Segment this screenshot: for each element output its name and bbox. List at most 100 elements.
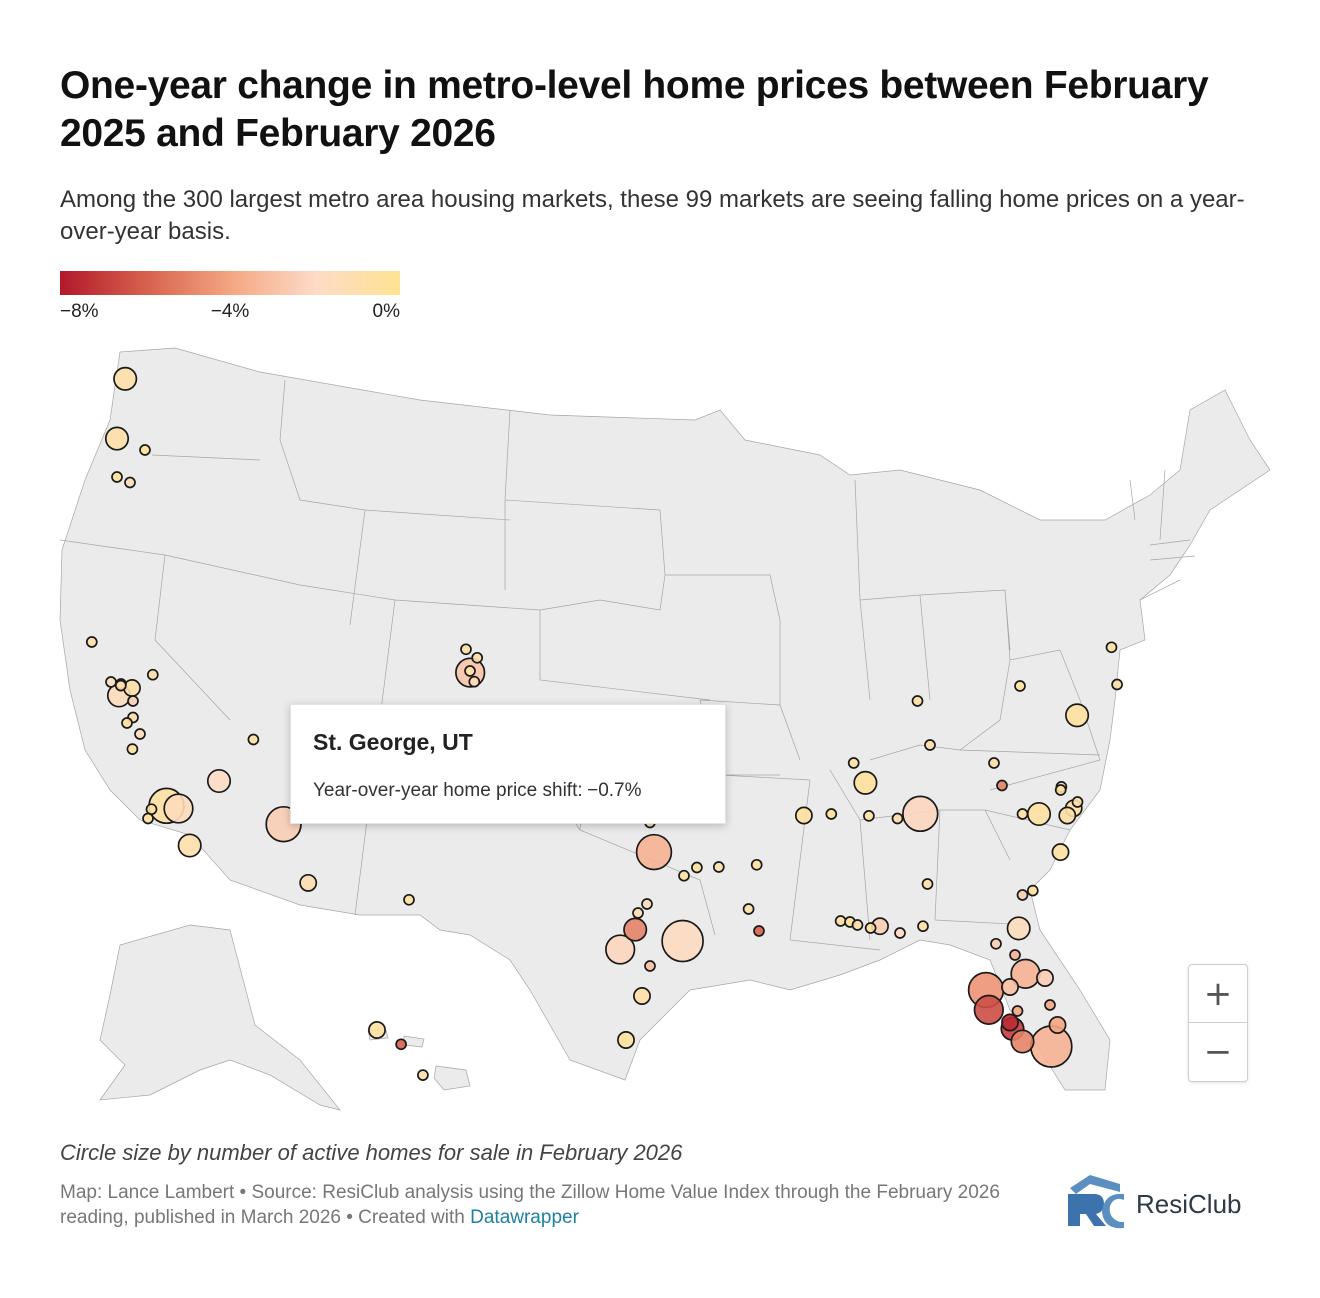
metro-bubble[interactable] xyxy=(924,739,936,751)
metro-bubble[interactable] xyxy=(114,679,127,692)
metro-bubble[interactable] xyxy=(911,695,924,707)
metro-bubble[interactable] xyxy=(641,898,653,910)
metro-bubble[interactable] xyxy=(1111,678,1123,691)
metro-bubble[interactable] xyxy=(825,808,838,820)
metro-bubble[interactable] xyxy=(617,1031,635,1049)
metro-bubble[interactable] xyxy=(1009,949,1021,961)
metro-bubble[interactable] xyxy=(794,806,813,825)
metro-bubble[interactable] xyxy=(1011,1005,1024,1017)
metro-bubble[interactable] xyxy=(742,903,755,915)
metro-bubble[interactable] xyxy=(1029,1025,1073,1068)
credits-text: Map: Lance Lambert • Source: ResiClub an… xyxy=(60,1182,1000,1228)
metro-bubble[interactable] xyxy=(139,444,151,456)
datawrapper-link[interactable]: Datawrapper xyxy=(470,1207,579,1228)
metro-bubble[interactable] xyxy=(124,476,136,489)
metro-bubble[interactable] xyxy=(1014,680,1026,692)
bubbles-layer[interactable] xyxy=(85,366,1123,1081)
metro-bubble[interactable] xyxy=(177,833,202,858)
metro-bubble[interactable] xyxy=(395,1038,407,1051)
metro-bubble[interactable] xyxy=(633,987,651,1005)
metro-bubble[interactable] xyxy=(471,651,484,664)
metro-bubble[interactable] xyxy=(1065,703,1090,728)
metro-bubble[interactable] xyxy=(605,934,636,965)
metro-bubble[interactable] xyxy=(902,795,939,833)
metro-bubble[interactable] xyxy=(464,665,476,677)
metro-bubble[interactable] xyxy=(864,922,877,934)
metro-bubble[interactable] xyxy=(847,757,860,769)
metro-bubble[interactable] xyxy=(1048,1016,1067,1034)
metro-bubble[interactable] xyxy=(417,1069,429,1081)
metro-bubble[interactable] xyxy=(1006,916,1031,941)
metro-bubble[interactable] xyxy=(206,768,232,794)
legend-tick-mid: −4% xyxy=(210,301,250,322)
metro-bubble[interactable] xyxy=(635,833,673,871)
legend-tick-max: 0% xyxy=(372,301,400,322)
metro-bubble[interactable] xyxy=(1054,784,1067,796)
metro-bubble[interactable] xyxy=(851,919,864,931)
metro-bubble[interactable] xyxy=(1026,884,1039,897)
metro-bubble[interactable] xyxy=(126,743,139,755)
metro-bubble[interactable] xyxy=(894,927,906,939)
metro-bubble[interactable] xyxy=(891,812,904,825)
metro-bubble[interactable] xyxy=(661,919,704,963)
metro-bubble[interactable] xyxy=(146,668,159,681)
metro-bubble[interactable] xyxy=(1016,889,1029,901)
metro-bubble[interactable] xyxy=(1051,843,1070,862)
zoom-out-button[interactable]: − xyxy=(1189,1023,1247,1081)
metro-bubble[interactable] xyxy=(834,915,847,927)
tooltip-label: Year-over-year home price shift: xyxy=(313,780,583,801)
metro-bubble[interactable] xyxy=(368,1021,386,1039)
metro-bubble[interactable] xyxy=(468,675,481,688)
chart-title: One-year change in metro-level home pric… xyxy=(60,64,1209,155)
tooltip-value: −0.7% xyxy=(587,780,642,801)
size-note: Circle size by number of active homes fo… xyxy=(60,1140,683,1165)
metro-bubble[interactable] xyxy=(145,803,158,816)
metro-bubble[interactable] xyxy=(632,907,644,919)
metro-bubble[interactable] xyxy=(973,994,1004,1025)
map-tooltip: St. George, UT Year-over-year home price… xyxy=(290,704,726,824)
metro-bubble[interactable] xyxy=(678,869,690,882)
legend-tick-min: −8% xyxy=(60,301,99,322)
metro-bubble[interactable] xyxy=(921,878,934,890)
metro-bubble[interactable] xyxy=(105,676,117,688)
metro-bubble[interactable] xyxy=(113,366,138,391)
metro-bubble[interactable] xyxy=(1071,796,1084,808)
metro-bubble[interactable] xyxy=(1036,969,1054,987)
metro-bubble[interactable] xyxy=(163,793,194,824)
metro-bubble[interactable] xyxy=(111,471,123,483)
metro-bubble[interactable] xyxy=(1044,999,1056,1011)
metro-bubble[interactable] xyxy=(1058,806,1077,825)
zoom-in-button[interactable]: + xyxy=(1189,965,1247,1023)
metro-bubble[interactable] xyxy=(1105,641,1118,654)
metro-bubble[interactable] xyxy=(691,861,703,874)
metro-bubble[interactable] xyxy=(299,873,318,892)
metro-bubble[interactable] xyxy=(1001,1013,1019,1032)
alaska-shape xyxy=(99,924,341,1111)
metro-bubble[interactable] xyxy=(712,861,725,873)
metro-bubble[interactable] xyxy=(750,858,763,871)
metro-bubble[interactable] xyxy=(247,733,260,746)
metro-bubble[interactable] xyxy=(460,643,472,656)
metro-bubble[interactable] xyxy=(1001,978,1019,996)
metro-bubble[interactable] xyxy=(863,810,875,822)
metro-bubble[interactable] xyxy=(990,937,1002,950)
metro-bubble[interactable] xyxy=(644,960,656,972)
metro-bubble[interactable] xyxy=(753,925,765,937)
metro-bubble[interactable] xyxy=(127,695,139,707)
resiclub-logo: ResiClub xyxy=(1064,1172,1264,1230)
metro-bubble[interactable] xyxy=(853,770,878,795)
metro-bubble[interactable] xyxy=(403,893,415,906)
chart-subtitle: Among the 300 largest metro area housing… xyxy=(60,186,1245,245)
metro-bubble[interactable] xyxy=(623,917,648,942)
metro-bubble[interactable] xyxy=(121,717,133,729)
metro-bubble[interactable] xyxy=(988,757,1000,769)
metro-bubble[interactable] xyxy=(1016,808,1029,820)
metro-bubble[interactable] xyxy=(1026,801,1052,827)
metro-bubble[interactable] xyxy=(134,728,146,740)
logo-name: ResiClub xyxy=(1136,1189,1242,1219)
metro-bubble[interactable] xyxy=(1010,1029,1035,1054)
metro-bubble[interactable] xyxy=(996,779,1008,792)
metro-bubble[interactable] xyxy=(85,636,98,648)
metro-bubble[interactable] xyxy=(917,920,929,933)
metro-bubble[interactable] xyxy=(104,426,130,451)
